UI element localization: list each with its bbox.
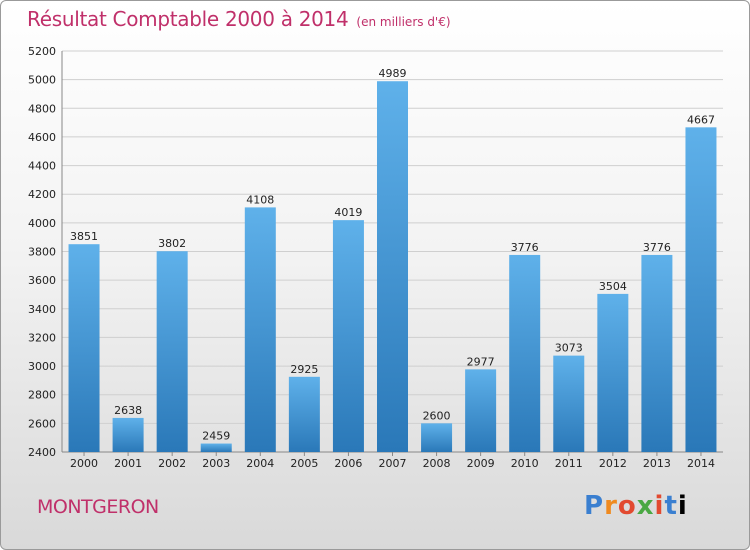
x-tick-label: 2010 (511, 457, 539, 470)
bar-2006[interactable] (332, 220, 364, 452)
y-tick-label: 4200 (28, 188, 56, 201)
y-tick-label: 4400 (28, 160, 56, 173)
x-tick-label: 2000 (70, 457, 98, 470)
x-tick-label: 2012 (599, 457, 627, 470)
x-tick-label: 2004 (246, 457, 274, 470)
bar-2008[interactable] (421, 423, 453, 452)
x-tick-label: 2008 (423, 457, 451, 470)
bar-2009[interactable] (465, 369, 497, 452)
bar-2001[interactable] (112, 417, 144, 452)
x-tick-label: 2002 (158, 457, 186, 470)
x-tick-label: 2013 (643, 457, 671, 470)
bar-2012[interactable] (597, 293, 629, 452)
chart-subtitle: (en milliers d'€) (356, 15, 451, 29)
data-label: 4989 (379, 67, 407, 80)
x-tick-label: 2011 (555, 457, 583, 470)
x-tick-label: 2001 (114, 457, 142, 470)
data-label: 2638 (114, 404, 142, 417)
bar-2007[interactable] (377, 81, 408, 453)
x-tick-label: 2005 (290, 457, 318, 470)
y-tick-label: 5000 (28, 74, 56, 87)
data-label: 3504 (599, 280, 627, 293)
bar-2003[interactable] (200, 443, 232, 452)
y-tick-label: 3800 (28, 246, 56, 259)
data-label: 3073 (555, 342, 583, 355)
data-label: 4667 (687, 113, 715, 126)
bar-2013[interactable] (641, 254, 673, 452)
data-label: 3851 (70, 230, 98, 243)
chart-title: Résultat Comptable 2000 à 2014 (27, 7, 349, 31)
data-label: 2600 (423, 409, 451, 422)
y-tick-label: 3000 (28, 360, 56, 373)
x-tick-label: 2007 (379, 457, 407, 470)
y-tick-label: 3400 (28, 303, 56, 316)
y-tick-label: 4800 (28, 102, 56, 115)
bar-2002[interactable] (156, 251, 188, 452)
data-label: 2925 (290, 363, 318, 376)
x-tick-label: 2006 (334, 457, 362, 470)
bar-2014[interactable] (685, 127, 717, 452)
bar-2011[interactable] (553, 355, 585, 452)
y-tick-label: 3600 (28, 274, 56, 287)
y-tick-label: 4600 (28, 131, 56, 144)
x-tick-label: 2003 (202, 457, 230, 470)
chart-title-block: Résultat Comptable 2000 à 2014 (en millie… (27, 7, 451, 31)
y-tick-label: 5200 (28, 45, 56, 58)
y-tick-label: 2400 (28, 446, 56, 459)
data-label: 3776 (643, 241, 671, 254)
y-tick-label: 3200 (28, 331, 56, 344)
data-label: 4019 (334, 206, 362, 219)
x-tick-label: 2014 (687, 457, 715, 470)
data-label: 3776 (511, 241, 539, 254)
y-tick-label: 4000 (28, 217, 56, 230)
data-label: 3802 (158, 237, 186, 250)
proxiti-logo[interactable]: Proxiti (584, 491, 688, 521)
city-name: MONTGERON (37, 496, 159, 518)
bar-2010[interactable] (509, 254, 541, 452)
bar-2000[interactable] (68, 244, 100, 452)
bar-2004[interactable] (244, 207, 276, 452)
data-label: 4108 (246, 193, 274, 206)
data-label: 2977 (467, 355, 495, 368)
data-label: 2459 (202, 430, 230, 443)
y-tick-label: 2800 (28, 389, 56, 402)
bar-2005[interactable] (288, 376, 320, 452)
x-tick-label: 2009 (467, 457, 495, 470)
y-tick-label: 2600 (28, 417, 56, 430)
